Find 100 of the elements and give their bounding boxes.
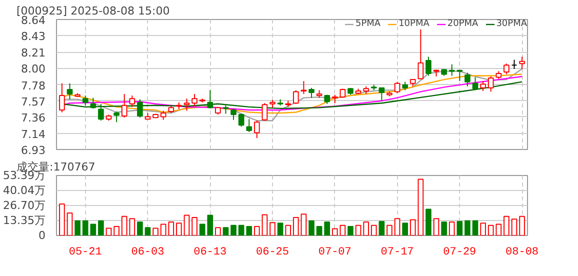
x-tick-label: 06-03 [131,246,164,258]
bar [308,220,314,236]
bar [386,224,392,236]
candlestick [292,90,299,104]
bar [433,218,440,236]
x-tick-label: 06-25 [256,246,290,258]
candlestick [340,88,346,98]
x-tick-label: 06-13 [194,246,227,258]
y-tick-label: 8.21 [21,46,46,60]
bar [511,218,518,236]
bar [448,222,455,236]
bar [519,216,525,236]
candlestick [82,95,88,106]
bar [285,224,292,236]
bar [270,222,276,236]
bar [441,222,447,236]
bar [199,224,206,236]
bar [472,220,478,236]
candlestick [480,80,486,92]
x-tick-label: 07-17 [380,246,414,258]
bar [59,204,65,236]
bar [340,224,346,236]
y-tick-label: 7.57 [21,95,46,108]
bar [192,217,198,236]
bar [262,214,268,236]
bar [207,214,214,236]
candlestick [207,90,214,109]
bar [230,224,236,236]
candlestick [238,113,244,128]
bar [144,227,151,236]
bar [355,224,362,236]
candlestick [464,72,470,87]
candlestick [66,82,73,100]
candlestick [308,87,314,98]
bar [363,222,369,236]
bar [426,208,432,236]
candlestick [519,56,525,70]
y-tick-label: 0 [38,229,46,242]
bar [246,226,252,236]
bar [394,218,400,236]
x-tick-label: 07-29 [443,246,476,258]
candlestick [160,110,166,120]
y-tick-label: 7.78 [21,79,46,92]
x-tick-label: 05-21 [68,246,102,258]
bar [324,222,330,236]
bar [176,222,182,236]
bar [402,222,408,236]
bar [480,222,486,236]
candlestick [129,95,136,108]
y-tick-label: 40.04万 [3,184,46,198]
candlestick [59,82,65,113]
candlestick [98,103,104,122]
bar [332,228,338,236]
bar [292,217,299,236]
bar [464,220,470,236]
candlestick [472,76,478,91]
y-tick-label: 7.36 [21,111,46,124]
bar [370,224,377,236]
bar [106,228,112,236]
legend-label: 5PMA [355,19,381,29]
y-tick-label: 8.00 [21,62,46,76]
candlestick [488,76,494,92]
candlestick [90,97,96,109]
candlestick [394,81,400,94]
bar [254,226,260,236]
y-tick-label: 13.35万 [3,214,46,227]
bar [348,226,354,236]
candlestick [426,56,432,76]
candlestick [121,94,128,118]
y-tick-label: 7.14 [21,128,46,142]
bar [137,222,143,236]
x-tick-label: 07-07 [318,246,352,258]
candlestick [262,102,268,122]
candlestick [254,120,260,139]
bar [152,228,158,236]
bar [378,220,385,236]
bar [66,212,73,236]
bar [215,227,221,236]
candlestick [184,98,190,112]
y-tick-label: 8.43 [21,30,46,43]
legend-label: 30PMA [496,19,527,29]
bar [114,226,120,236]
candlestick [378,87,385,102]
y-tick-label: 6.93 [21,144,46,157]
bar [98,220,104,236]
bar [222,227,229,236]
candlestick [192,94,198,107]
legend-label: 20PMA [447,19,478,29]
bar [456,220,463,236]
bar [300,214,307,236]
bar [277,222,284,236]
bar [74,220,80,236]
candlestick [137,98,143,118]
bar [316,226,322,236]
y-tick-label: 26.70万 [3,198,46,212]
candlestick [418,28,424,80]
candlestick [511,59,518,70]
candlestick [246,118,252,133]
candlestick [114,110,120,123]
x-tick-label: 08-08 [506,246,539,258]
